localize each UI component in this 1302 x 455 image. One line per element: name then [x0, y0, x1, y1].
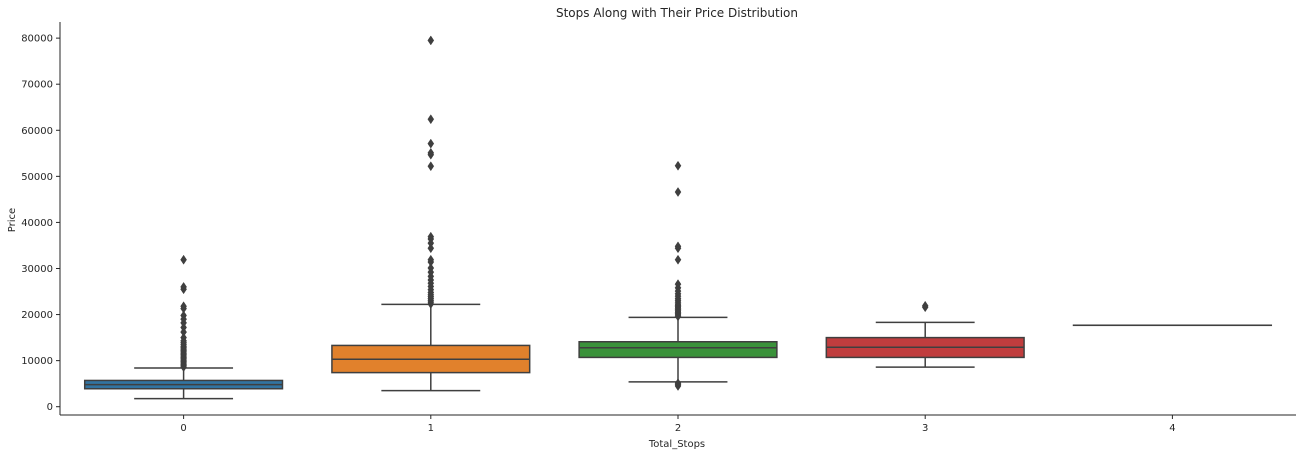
outlier-point — [674, 187, 682, 197]
outlier-point — [427, 138, 435, 149]
x-tick-label: 3 — [922, 423, 928, 434]
y-axis-label: Price — [7, 208, 18, 232]
box-group-2 — [578, 160, 778, 391]
outlier-point — [674, 378, 682, 389]
x-tick-label: 4 — [1169, 423, 1175, 434]
box-group-0 — [83, 254, 284, 400]
y-tick-label: 30000 — [21, 264, 53, 275]
y-tick-label: 70000 — [21, 80, 53, 91]
outlier-point — [180, 254, 187, 265]
outlier-point — [427, 114, 435, 125]
outlier-point — [427, 35, 435, 46]
outlier-point — [180, 310, 187, 321]
outlier-point — [427, 231, 435, 242]
box-group-3 — [825, 300, 1025, 368]
outlier-point — [674, 160, 682, 171]
outlier-point — [427, 161, 435, 172]
y-tick-label: 60000 — [21, 126, 53, 137]
outlier-point — [674, 254, 682, 265]
y-tick-label: 20000 — [21, 310, 53, 321]
x-axis-label: Total_Stops — [648, 439, 705, 450]
y-tick-label: 10000 — [21, 356, 53, 367]
plot-area: 0 10000 20000 30000 40000 50000 60000 70000 8000… — [21, 22, 1296, 434]
x-tick-label: 0 — [180, 423, 186, 434]
outlier-point — [921, 300, 929, 311]
x-tick-label: 2 — [675, 423, 681, 434]
y-tick-label: 0 — [47, 402, 53, 413]
y-tick-label: 80000 — [21, 34, 53, 45]
outlier-point — [180, 301, 187, 312]
x-tick-label: 1 — [428, 423, 434, 434]
outlier-point — [427, 147, 435, 158]
outlier-point — [180, 332, 187, 343]
box — [578, 340, 778, 359]
outlier-point — [427, 254, 435, 265]
chart-title: Stops Along with Their Price Distributio… — [556, 6, 798, 20]
outlier-point — [180, 281, 187, 292]
y-tick-label: 40000 — [21, 218, 53, 229]
outlier-point — [674, 241, 682, 252]
outlier-point — [427, 243, 435, 254]
box-group-1 — [331, 35, 531, 392]
outlier-point — [674, 279, 682, 290]
outlier-point — [427, 263, 435, 273]
y-tick-label: 50000 — [21, 172, 53, 183]
